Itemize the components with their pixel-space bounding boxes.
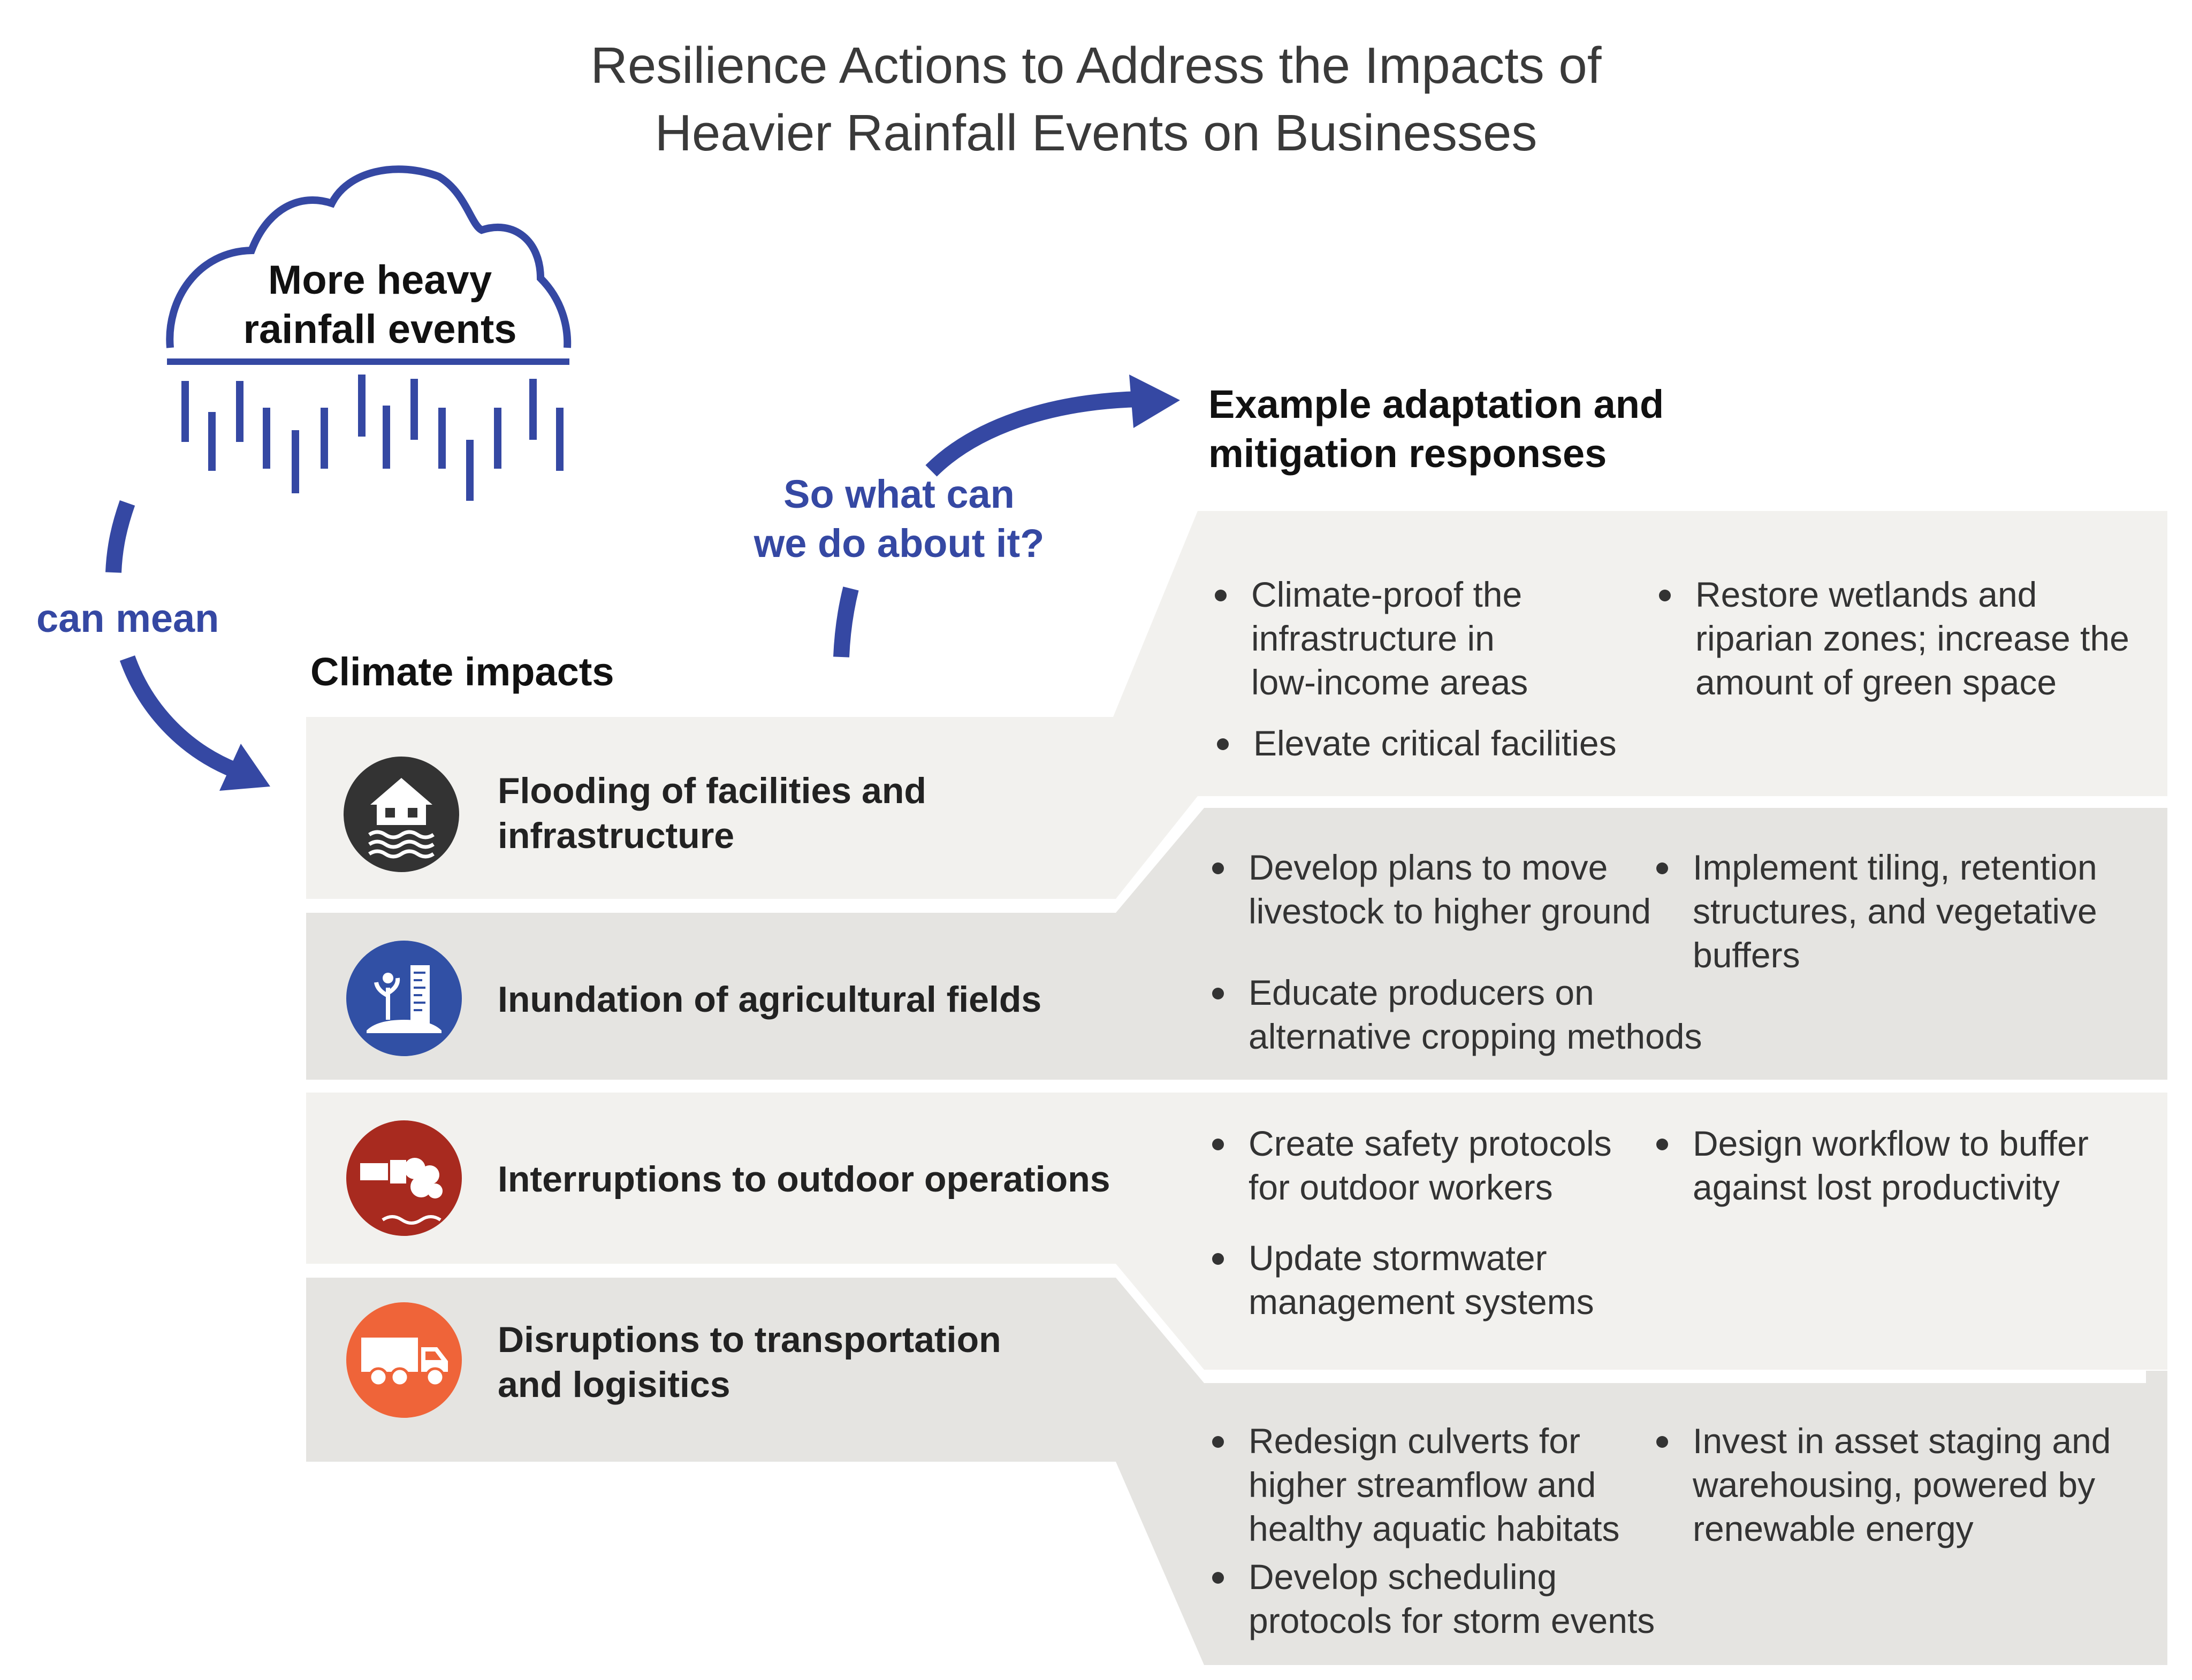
can-mean-arrow-top [105, 500, 135, 573]
response-item: Develop scheduling protocols for storm e… [1212, 1555, 1655, 1643]
rain-drops [181, 375, 564, 501]
bullet-icon [1215, 590, 1227, 601]
so-what-label: So what can we do about it? [754, 472, 1045, 566]
bullet-icon [1212, 1253, 1224, 1265]
bullet-icon [1212, 1572, 1224, 1584]
panel-4 [306, 1278, 2167, 1665]
bullet-icon [1217, 738, 1229, 750]
impact-outdoor-operations: Interruptions to outdoor operations [498, 1159, 1110, 1200]
bullet-icon [1212, 1436, 1224, 1448]
response-item: Restore wetlands and riparian zones; inc… [1659, 572, 2129, 704]
response-panel-2 [306, 808, 2167, 1080]
response-item: Create safety protocols for outdoor work… [1212, 1121, 1612, 1209]
cloud-label: More heavy rainfall events [243, 257, 517, 352]
storm-pipe-icon [346, 1120, 462, 1236]
impact-transportation: Disruptions to transportation and logisi… [498, 1319, 1001, 1405]
bullet-icon [1656, 862, 1668, 874]
impact-inundation: Inundation of agricultural fields [498, 979, 1042, 1020]
response-panel-1 [1198, 511, 2167, 796]
so-what-arrow-bottom [833, 586, 859, 658]
can-mean-label: can mean [36, 596, 219, 640]
bullet-icon [1656, 1436, 1668, 1448]
climate-impacts-heading: Climate impacts [310, 650, 614, 694]
truck-icon [346, 1302, 462, 1418]
flooded-field-gauge-icon [346, 941, 462, 1056]
bullet-icon [1659, 590, 1671, 601]
can-mean-arrow-bottom [119, 655, 239, 778]
cloud-outline [166, 165, 572, 348]
response-item: Develop plans to move livestock to highe… [1212, 845, 1651, 933]
can-mean-arrowhead [219, 744, 270, 791]
bullet-icon [1656, 1139, 1668, 1150]
responses-heading: Example adaptation and mitigation respon… [1208, 382, 1664, 476]
bullet-icon [1212, 988, 1224, 999]
response-item: Implement tiling, retention structures, … [1656, 845, 2097, 977]
impact-panel-1 [306, 511, 1198, 899]
panel-3 [306, 1093, 2167, 1370]
bullet-icon [1212, 862, 1224, 874]
response-item: Educate producers on alternative croppin… [1212, 971, 1702, 1058]
response-item: Redesign culverts for higher streamflow … [1212, 1419, 1619, 1551]
bullet-icon [1212, 1139, 1224, 1150]
flooded-house-icon [344, 757, 459, 872]
response-item: Invest in asset staging and warehousing,… [1656, 1419, 2111, 1551]
impact-flooding: Flooding of facilities and infrastructur… [498, 770, 926, 856]
so-what-arrow-top [925, 391, 1140, 477]
response-item: Elevate critical facilities [1217, 721, 1617, 765]
main-title: Resilience Actions to Address the Impact… [590, 37, 1602, 162]
response-item: Design workflow to buffer against lost p… [1656, 1121, 2089, 1209]
so-what-arrowhead [1129, 375, 1180, 428]
response-item: Climate-proof the infrastructure in low-… [1215, 572, 1528, 704]
response-item: Update stormwater management systems [1212, 1236, 1594, 1324]
